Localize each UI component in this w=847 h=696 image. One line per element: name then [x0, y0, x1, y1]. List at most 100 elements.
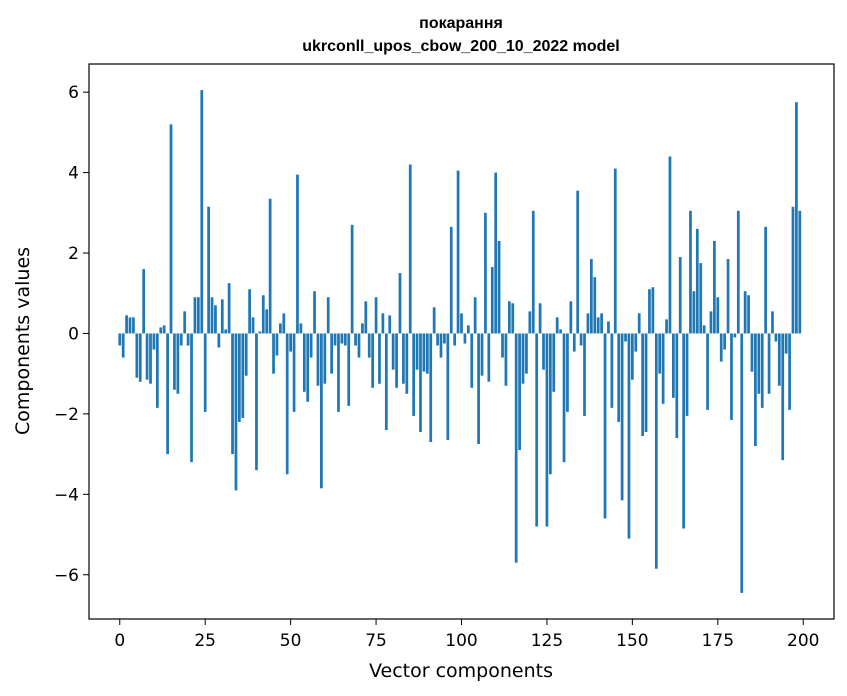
bar-126 [548, 333, 552, 475]
bar-106 [480, 333, 484, 376]
bar-192 [774, 333, 778, 342]
bar-71 [361, 323, 364, 334]
bar-79 [388, 315, 392, 334]
bar-88 [419, 333, 422, 432]
bar-185 [750, 333, 754, 372]
bar-169 [695, 228, 699, 334]
bar-81 [395, 333, 398, 388]
bar-40 [255, 333, 258, 471]
y-axis-ticks: −6 −4 −2 0 2 4 6 [54, 83, 89, 586]
x-tick-label-150: 150 [616, 631, 648, 651]
bar-127 [552, 333, 556, 392]
bar-46 [275, 333, 279, 356]
bar-24 [200, 90, 204, 334]
x-tick-label-100: 100 [445, 631, 477, 651]
y-tick-label--4: −4 [54, 485, 79, 505]
bar-90 [425, 333, 429, 374]
x-tick-label-0: 0 [114, 631, 125, 651]
bar-23 [196, 297, 200, 334]
bar-170 [699, 263, 703, 334]
bar-55 [306, 333, 310, 402]
bar-177 [723, 333, 727, 350]
bar-156 [651, 287, 655, 334]
y-tick-label--6: −6 [54, 566, 79, 586]
bar-160 [665, 319, 668, 334]
bar-131 [566, 333, 569, 412]
bar-96 [446, 333, 450, 441]
bar-8 [145, 333, 149, 380]
bar-28 [214, 305, 217, 334]
bar-150 [631, 333, 634, 380]
bar-75 [374, 297, 378, 334]
bar-97 [449, 226, 453, 334]
y-tick-label-0: 0 [68, 324, 79, 344]
bar-65 [340, 333, 344, 344]
bar-107 [484, 212, 487, 334]
bar-18 [179, 333, 183, 346]
bar-188 [760, 333, 764, 408]
bar-42 [261, 295, 265, 334]
bar-158 [658, 333, 662, 374]
bar-3 [128, 317, 132, 334]
bar-35 [238, 333, 241, 422]
bar-136 [583, 333, 586, 416]
bar-178 [726, 259, 730, 334]
bar-91 [429, 333, 433, 443]
bar-132 [569, 301, 573, 334]
x-tick-label-125: 125 [531, 631, 563, 651]
bar-7 [142, 269, 146, 334]
bar-171 [702, 325, 706, 334]
bar-77 [381, 313, 385, 334]
bar-94 [439, 333, 443, 358]
bar-125 [545, 333, 549, 527]
y-tick-label-4: 4 [68, 164, 79, 184]
bar-19 [183, 311, 187, 334]
plot-frame [88, 63, 835, 620]
bar-153 [641, 333, 644, 437]
bar-54 [302, 333, 306, 392]
bar-62 [330, 333, 333, 374]
x-tick-label-50: 50 [280, 631, 302, 651]
bar-47 [279, 323, 282, 334]
bar-37 [244, 333, 248, 376]
bar-53 [299, 323, 303, 334]
bar-163 [675, 333, 679, 439]
bar-196 [788, 333, 791, 410]
bar-168 [692, 291, 696, 334]
bar-182 [740, 333, 744, 593]
bar-43 [265, 309, 269, 334]
bar-25 [203, 333, 207, 412]
bar-198 [795, 102, 798, 334]
bar-187 [757, 333, 761, 394]
bar-87 [415, 333, 419, 370]
bar-66 [343, 333, 347, 346]
bar-68 [350, 224, 354, 334]
bar-93 [436, 333, 439, 346]
bar-133 [572, 333, 576, 352]
bar-13 [162, 325, 166, 334]
bar-139 [593, 277, 597, 334]
bar-179 [730, 333, 733, 420]
bar-63 [333, 333, 337, 346]
bar-165 [682, 333, 685, 529]
bar-49 [285, 333, 289, 475]
bar-76 [378, 333, 381, 384]
bar-141 [600, 313, 603, 334]
bar-51 [292, 333, 296, 412]
bar-80 [391, 333, 395, 370]
bar-147 [620, 333, 624, 501]
bar-38 [248, 289, 251, 334]
chart-title: покарання [419, 15, 503, 32]
bar-67 [347, 333, 351, 406]
bar-110 [494, 172, 498, 334]
bar-116 [514, 333, 518, 563]
bar-82 [398, 273, 402, 334]
bar-146 [617, 333, 621, 422]
bar-135 [579, 333, 583, 346]
y-tick-label-6: 6 [68, 83, 79, 103]
bar-130 [562, 333, 566, 463]
x-tick-label-200: 200 [787, 631, 819, 651]
bar-114 [507, 301, 511, 334]
bar-14 [166, 333, 169, 455]
bar-74 [371, 333, 375, 388]
